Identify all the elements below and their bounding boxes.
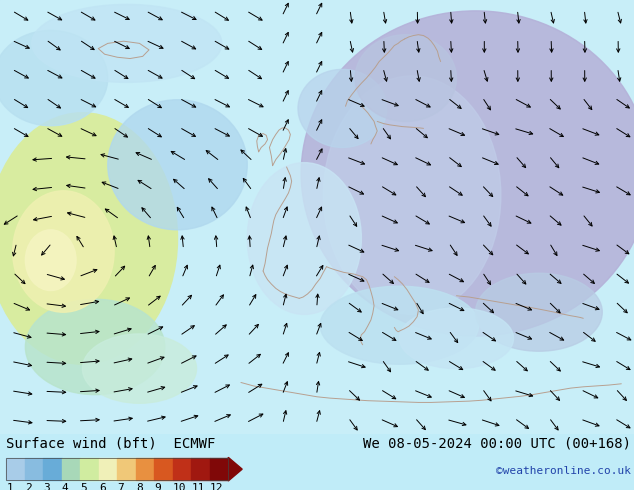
Ellipse shape [247, 163, 361, 315]
Bar [136, 459, 154, 480]
Text: 11: 11 [191, 483, 205, 490]
Bar [191, 459, 210, 480]
Text: ©weatheronline.co.uk: ©weatheronline.co.uk [496, 466, 631, 476]
Text: 12: 12 [210, 483, 223, 490]
Text: 7: 7 [117, 483, 124, 490]
Text: Surface wind (bft)  ECMWF: Surface wind (bft) ECMWF [6, 437, 216, 450]
Bar [61, 459, 81, 480]
Bar [43, 459, 61, 480]
Text: 10: 10 [172, 483, 186, 490]
Ellipse shape [399, 308, 514, 368]
Ellipse shape [25, 230, 76, 291]
Ellipse shape [0, 113, 178, 364]
Bar [6, 459, 228, 480]
Text: 4: 4 [61, 483, 68, 490]
Bar [6, 459, 25, 480]
Text: 2: 2 [25, 483, 32, 490]
Bar [154, 459, 172, 480]
FancyArrow shape [228, 457, 242, 481]
Ellipse shape [298, 70, 387, 147]
Ellipse shape [301, 11, 634, 336]
Ellipse shape [355, 35, 456, 122]
Ellipse shape [25, 299, 165, 394]
Ellipse shape [0, 30, 108, 126]
Bar [210, 459, 228, 480]
Ellipse shape [82, 334, 197, 403]
Ellipse shape [32, 4, 222, 82]
Ellipse shape [320, 286, 479, 364]
Text: 3: 3 [43, 483, 50, 490]
Bar [99, 459, 117, 480]
Text: 1: 1 [6, 483, 13, 490]
Text: We 08-05-2024 00:00 UTC (00+168): We 08-05-2024 00:00 UTC (00+168) [363, 437, 631, 450]
Ellipse shape [108, 100, 247, 230]
Text: 9: 9 [154, 483, 161, 490]
Text: 5: 5 [81, 483, 87, 490]
Text: 6: 6 [99, 483, 105, 490]
Text: 8: 8 [136, 483, 143, 490]
Bar [117, 459, 136, 480]
Ellipse shape [323, 76, 501, 315]
Ellipse shape [476, 273, 602, 351]
Bar [172, 459, 191, 480]
Bar [25, 459, 43, 480]
Ellipse shape [13, 191, 114, 312]
Bar [81, 459, 99, 480]
